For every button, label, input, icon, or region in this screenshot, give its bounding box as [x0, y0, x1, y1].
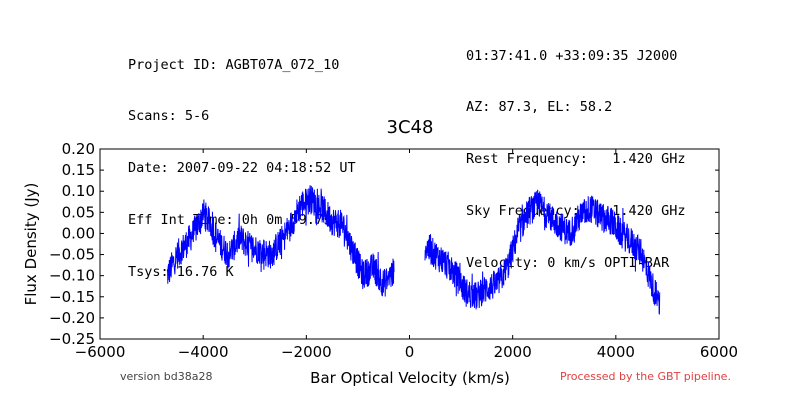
coordinates: 01:37:41.0 +33:09:35 J2000 [466, 47, 678, 64]
date: Date: 2007-09-22 04:18:52 UT [128, 160, 356, 177]
x-tick-label: −4000 [178, 343, 229, 361]
y-tick-label: 0.05 [62, 203, 95, 221]
y-tick-label: 0.10 [62, 182, 95, 200]
x-tick-label: −6000 [75, 343, 126, 361]
az-el: AZ: 87.3, EL: 58.2 [466, 99, 613, 116]
x-tick-label: 6000 [700, 343, 738, 361]
x-ticks: −6000 −4000 −2000 0 2000 4000 6000 [75, 149, 738, 361]
y-ticks: 0.20 0.15 0.10 0.05 0.00 −0.05 −0.10 −0.15 −0.20… [49, 140, 719, 348]
chart-title: 3C48 [387, 117, 434, 138]
y-tick-label: −0.15 [49, 288, 95, 306]
tsys: Tsys: 16.76 K [128, 264, 234, 281]
spectrum-segment-2 [424, 189, 661, 315]
y-axis-label: Flux Density (Jy) [22, 183, 40, 306]
velocity: Velocity: 0 km/s OPTI-BAR [466, 255, 670, 272]
x-tick-label: 0 [405, 343, 415, 361]
project-id: Project ID: AGBT07A_072_10 [128, 56, 340, 73]
x-tick-label: 2000 [494, 343, 532, 361]
rest-frequency: Rest Frequency: 1.420 GHz [466, 151, 686, 168]
pipeline-credit: Processed by the GBT pipeline. [560, 370, 731, 383]
plot-frame [99, 148, 720, 340]
x-tick-label: 4000 [597, 343, 635, 361]
x-axis-label: Bar Optical Velocity (km/s) [310, 369, 510, 387]
y-tick-label: 0.20 [62, 140, 95, 158]
series-layer [166, 185, 661, 315]
y-tick-label: 0.00 [62, 224, 95, 242]
y-tick-label: −0.05 [49, 246, 95, 264]
header-right-info: 01:37:41.0 +33:09:35 J2000 AZ: 87.3, EL:… [466, 13, 685, 290]
y-tick-label: −0.20 [49, 309, 95, 327]
header-left-info: Project ID: AGBT07A_072_10 Scans: 5-6 Da… [128, 22, 356, 299]
x-tick-label: −2000 [281, 343, 332, 361]
spectrum-segment-1 [166, 185, 395, 297]
sky-frequency: Sky Frequency: 1.420 GHz [466, 203, 686, 220]
scans: Scans: 5-6 [128, 108, 210, 125]
y-tick-label: 0.15 [62, 161, 95, 179]
version-label: version bd38a28 [120, 370, 213, 383]
y-tick-label: −0.25 [49, 330, 95, 348]
y-tick-label: −0.10 [49, 267, 95, 285]
